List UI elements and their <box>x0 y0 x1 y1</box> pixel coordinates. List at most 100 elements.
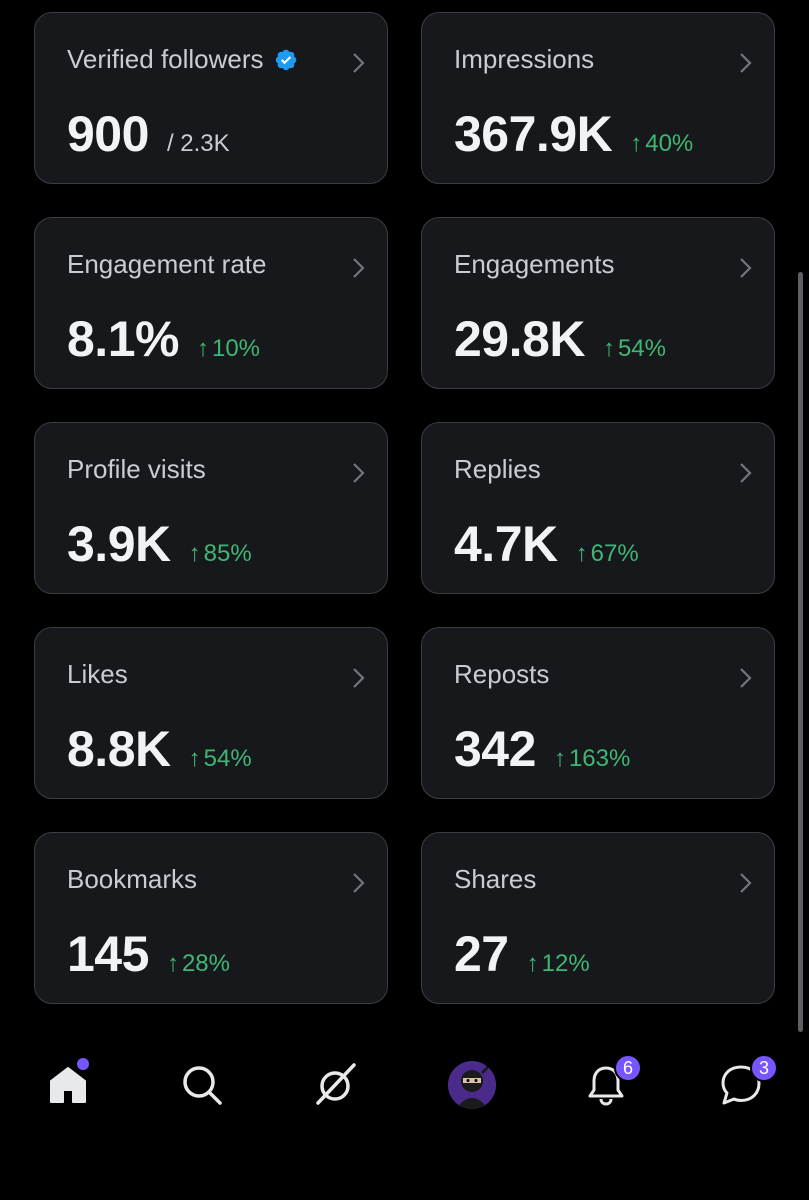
card-title-wrap: Reposts <box>454 659 549 690</box>
card-values: 27 ↑ 12% <box>454 925 590 983</box>
arrow-up-icon: ↑ <box>188 745 201 772</box>
card-values: 145 ↑ 28% <box>67 925 230 983</box>
chevron-right-icon <box>740 873 752 893</box>
card-change-value: 54% <box>203 745 252 772</box>
card-main-value: 145 <box>67 926 149 982</box>
card-bookmarks[interactable]: Bookmarks 145 ↑ 28% <box>34 832 388 1004</box>
card-change-value: 54% <box>617 335 666 362</box>
tab-home[interactable] <box>43 1058 93 1110</box>
chevron-right-icon <box>740 463 752 483</box>
tab-grok[interactable] <box>311 1060 361 1110</box>
card-main-value: 27 <box>454 926 509 982</box>
chevron-right-icon <box>740 53 752 73</box>
grok-icon <box>316 1063 356 1105</box>
card-main-value: 3.9K <box>67 516 171 572</box>
arrow-up-icon: ↑ <box>630 130 643 157</box>
card-verified-followers[interactable]: Verified followers 900 / 2.3K <box>34 12 388 184</box>
card-change: ↑ 54% <box>603 335 666 363</box>
card-engagements[interactable]: Engagements 29.8K ↑ 54% <box>421 217 775 389</box>
home-icon <box>50 1067 86 1103</box>
card-reposts[interactable]: Reposts 342 ↑ 163% <box>421 627 775 799</box>
card-change: ↑ 67% <box>576 540 639 568</box>
arrow-up-icon: ↑ <box>196 335 209 362</box>
avatar <box>448 1061 496 1109</box>
chevron-right-icon <box>353 463 365 483</box>
card-title: Engagement rate <box>67 249 267 279</box>
card-replies[interactable]: Replies 4.7K ↑ 67% <box>421 422 775 594</box>
chat-bubble-icon <box>721 1065 761 1105</box>
card-title-wrap: Profile visits <box>67 454 206 485</box>
card-main-value: 367.9K <box>454 106 613 162</box>
card-engagement-rate[interactable]: Engagement rate 8.1% ↑ 10% <box>34 217 388 389</box>
card-title-wrap: Likes <box>67 659 128 690</box>
card-title-wrap: Engagement rate <box>67 249 266 280</box>
card-change: ↑ 12% <box>527 950 590 978</box>
card-title: Verified followers <box>67 44 264 74</box>
chevron-right-icon <box>353 873 365 893</box>
card-change: ↑ 85% <box>189 540 252 568</box>
arrow-up-icon: ↑ <box>602 335 615 362</box>
tab-messages[interactable]: 3 <box>716 1054 778 1110</box>
tab-search[interactable] <box>177 1060 227 1110</box>
card-title-wrap: Shares <box>454 864 536 895</box>
card-main-value: 900 <box>67 106 149 162</box>
arrow-up-icon: ↑ <box>188 540 201 567</box>
card-values: 900 / 2.3K <box>67 105 230 163</box>
chevron-right-icon <box>353 53 365 73</box>
card-values: 3.9K ↑ 85% <box>67 515 252 573</box>
card-values: 8.8K ↑ 54% <box>67 720 252 778</box>
verified-badge-icon <box>275 49 296 70</box>
analytics-grid: Verified followers 900 / 2.3K Impression… <box>34 12 775 1004</box>
card-change-value: 10% <box>211 335 261 362</box>
card-title: Replies <box>454 454 541 484</box>
card-change-value: 40% <box>645 130 694 157</box>
card-main-value: 4.7K <box>454 516 558 572</box>
card-values: 367.9K ↑ 40% <box>454 105 693 163</box>
arrow-up-icon: ↑ <box>575 540 588 567</box>
card-title: Reposts <box>454 659 550 689</box>
card-impressions[interactable]: Impressions 367.9K ↑ 40% <box>421 12 775 184</box>
card-title-wrap: Engagements <box>454 249 614 280</box>
card-title-wrap: Verified followers <box>67 44 298 75</box>
card-main-value: 8.8K <box>67 721 171 777</box>
card-title-wrap: Impressions <box>454 44 594 75</box>
card-total-value: / 2.3K <box>166 130 230 157</box>
chevron-right-icon <box>740 258 752 278</box>
card-main-value: 29.8K <box>454 311 585 367</box>
card-values: 29.8K ↑ 54% <box>454 310 666 368</box>
bell-icon <box>588 1066 624 1106</box>
notifications-badge: 6 <box>614 1054 642 1082</box>
card-change-value: 28% <box>181 950 230 977</box>
card-likes[interactable]: Likes 8.8K ↑ 54% <box>34 627 388 799</box>
card-title: Profile visits <box>67 454 206 484</box>
card-change-value: 12% <box>541 950 590 977</box>
card-shares[interactable]: Shares 27 ↑ 12% <box>421 832 775 1004</box>
card-main-value: 342 <box>454 721 536 777</box>
card-title-wrap: Bookmarks <box>67 864 197 895</box>
home-unread-dot <box>77 1058 89 1070</box>
card-title: Engagements <box>454 249 615 279</box>
card-change-value: 67% <box>590 540 639 567</box>
card-values: 4.7K ↑ 67% <box>454 515 639 573</box>
card-change: ↑ 54% <box>189 745 252 773</box>
card-profile-visits[interactable]: Profile visits 3.9K ↑ 85% <box>34 422 388 594</box>
card-title: Impressions <box>454 44 595 74</box>
tab-notifications[interactable]: 6 <box>581 1054 642 1110</box>
arrow-up-icon: ↑ <box>526 950 539 977</box>
card-change: ↑ 40% <box>630 130 693 158</box>
card-title: Likes <box>67 659 128 689</box>
tab-profile[interactable] <box>447 1060 497 1110</box>
card-change: ↑ 163% <box>554 745 630 773</box>
card-main-value: 8.1% <box>67 311 179 367</box>
chevron-right-icon <box>740 668 752 688</box>
search-icon <box>183 1066 222 1105</box>
scrollbar[interactable] <box>798 272 803 1032</box>
card-title-wrap: Replies <box>454 454 541 485</box>
card-change: ↑ 28% <box>167 950 230 978</box>
card-title: Shares <box>454 864 537 894</box>
chevron-right-icon <box>353 258 365 278</box>
card-values: 342 ↑ 163% <box>454 720 630 778</box>
card-title: Bookmarks <box>67 864 198 894</box>
card-change-value: 85% <box>203 540 252 567</box>
card-change: ↑ 10% <box>197 335 260 363</box>
